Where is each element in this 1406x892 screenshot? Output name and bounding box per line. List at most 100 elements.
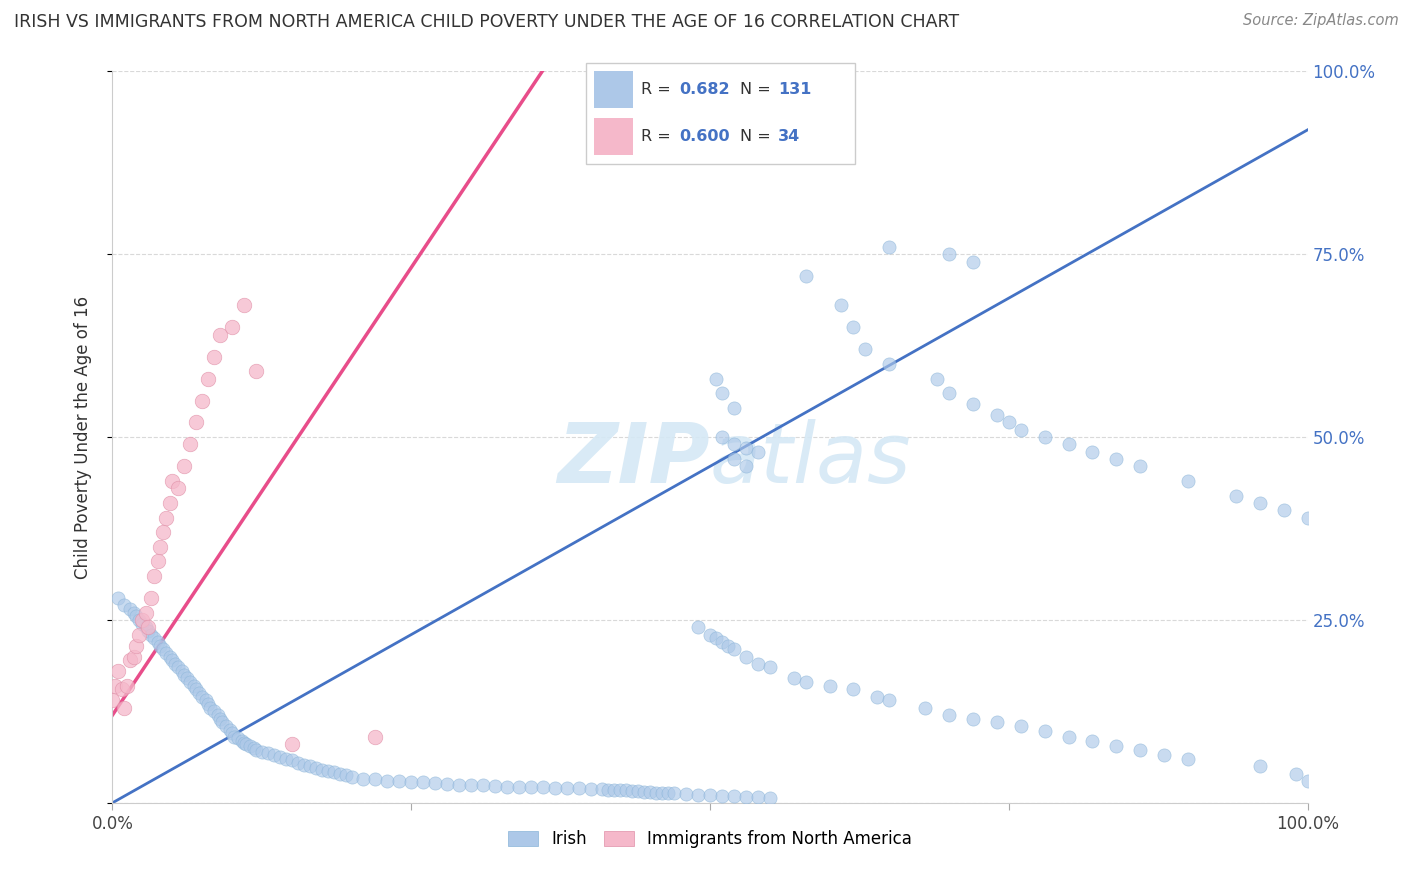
Point — [250, 745, 273, 759]
Point — [460, 778, 482, 792]
Text: 0.682: 0.682 — [679, 81, 730, 96]
Point — [747, 444, 769, 458]
Point — [183, 679, 205, 693]
Point — [1285, 766, 1308, 780]
Point — [135, 606, 157, 620]
Point — [1177, 752, 1199, 766]
Point — [1081, 444, 1104, 458]
Point — [139, 627, 162, 641]
Point — [711, 430, 734, 444]
Point — [287, 756, 309, 770]
Point — [592, 781, 614, 796]
Point — [1296, 773, 1319, 788]
Point — [197, 371, 219, 385]
Point — [651, 786, 673, 800]
Point — [218, 723, 240, 737]
Point — [215, 719, 238, 733]
Point — [135, 620, 157, 634]
Point — [202, 350, 225, 364]
Point — [322, 765, 344, 780]
Point — [879, 240, 901, 254]
Point — [1296, 510, 1319, 524]
Point — [842, 320, 865, 334]
Point — [162, 474, 183, 488]
Point — [1057, 730, 1080, 744]
Point — [735, 441, 758, 455]
Point — [233, 298, 256, 312]
Point — [759, 790, 782, 805]
Point — [221, 726, 243, 740]
Point — [143, 569, 166, 583]
Point — [759, 660, 782, 674]
Point — [735, 789, 758, 804]
Point — [114, 599, 135, 613]
Point — [202, 705, 225, 719]
Point — [162, 653, 183, 667]
Point — [412, 775, 434, 789]
Point — [146, 635, 169, 649]
Point — [197, 697, 219, 711]
Point — [496, 780, 519, 794]
Point — [316, 764, 339, 779]
Point — [1057, 437, 1080, 451]
Point — [224, 730, 246, 744]
Point — [425, 776, 447, 790]
Point — [711, 635, 734, 649]
Point — [711, 386, 734, 401]
Point — [531, 780, 554, 795]
FancyBboxPatch shape — [595, 118, 633, 155]
Point — [281, 753, 304, 767]
Point — [962, 712, 984, 726]
Point — [1033, 724, 1056, 739]
Point — [688, 788, 710, 802]
Point — [621, 784, 644, 798]
Point — [335, 768, 357, 782]
Point — [1105, 452, 1128, 467]
Point — [603, 782, 626, 797]
Point — [186, 416, 208, 430]
Point — [131, 613, 153, 627]
Point — [711, 789, 734, 804]
Point — [543, 781, 565, 796]
Point — [640, 785, 662, 799]
Point — [675, 787, 697, 801]
Point — [447, 778, 470, 792]
Point — [388, 773, 411, 788]
Point — [688, 620, 710, 634]
FancyBboxPatch shape — [595, 70, 633, 108]
Point — [842, 682, 865, 697]
Point — [173, 459, 195, 474]
Point — [723, 789, 745, 804]
Point — [125, 609, 148, 624]
Point — [128, 613, 150, 627]
Point — [986, 408, 1008, 422]
Point — [209, 327, 232, 342]
Legend: Irish, Immigrants from North America: Irish, Immigrants from North America — [499, 822, 921, 856]
Point — [723, 401, 745, 415]
Point — [263, 748, 285, 763]
Point — [555, 781, 578, 796]
Point — [194, 693, 217, 707]
Point — [245, 364, 267, 378]
Point — [508, 780, 530, 794]
Point — [101, 693, 124, 707]
Point — [782, 672, 804, 686]
Point — [131, 616, 153, 631]
Point — [598, 782, 620, 797]
Point — [747, 789, 769, 804]
Point — [114, 700, 135, 714]
Text: N =: N = — [740, 81, 776, 96]
Text: IRISH VS IMMIGRANTS FROM NORTH AMERICA CHILD POVERTY UNDER THE AGE OF 16 CORRELA: IRISH VS IMMIGRANTS FROM NORTH AMERICA C… — [14, 13, 959, 31]
Point — [159, 496, 181, 510]
Point — [139, 591, 162, 605]
Point — [163, 657, 186, 671]
Point — [735, 459, 758, 474]
Point — [1033, 430, 1056, 444]
Point — [155, 510, 177, 524]
Point — [914, 700, 936, 714]
Point — [1081, 733, 1104, 747]
Point — [143, 632, 166, 646]
Point — [364, 730, 387, 744]
Point — [855, 343, 877, 357]
Point — [235, 737, 257, 751]
